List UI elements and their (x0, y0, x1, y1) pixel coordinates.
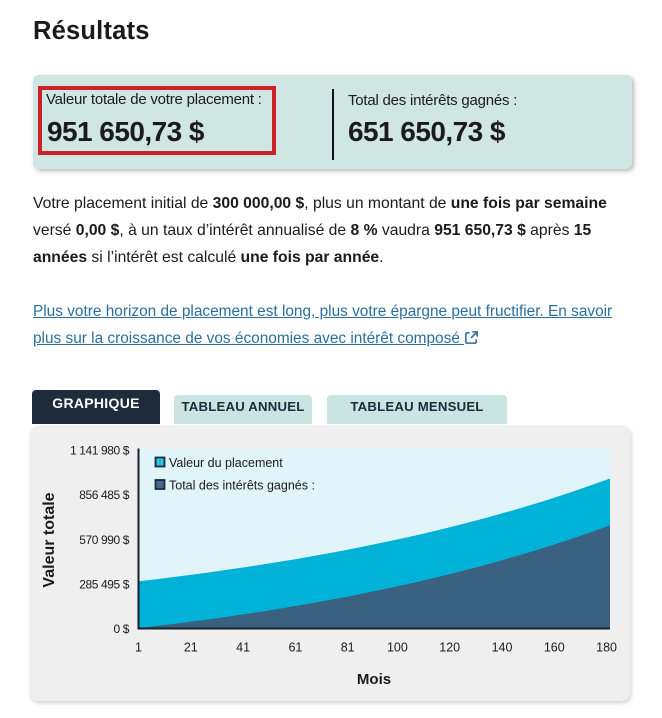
svg-text:61: 61 (288, 641, 302, 655)
svg-text:1: 1 (135, 641, 142, 655)
svg-text:Mois: Mois (357, 671, 391, 688)
svg-text:0 $: 0 $ (114, 622, 130, 636)
svg-text:81: 81 (341, 641, 355, 655)
svg-text:160: 160 (544, 641, 565, 655)
svg-text:Valeur totale: Valeur totale (41, 492, 58, 587)
svg-text:Total des intérêts gagnés :: Total des intérêts gagnés : (169, 478, 315, 492)
svg-text:100: 100 (387, 641, 408, 655)
svg-text:41: 41 (236, 641, 250, 655)
svg-text:180: 180 (596, 641, 617, 655)
svg-text:Valeur du placement: Valeur du placement (169, 456, 283, 470)
svg-text:21: 21 (184, 641, 198, 655)
svg-text:285 495 $: 285 495 $ (79, 578, 130, 592)
svg-text:856 485 $: 856 485 $ (79, 488, 130, 502)
svg-text:120: 120 (439, 641, 460, 655)
svg-text:570 990 $: 570 990 $ (79, 533, 130, 547)
svg-text:1 141 980 $: 1 141 980 $ (70, 444, 130, 458)
svg-text:140: 140 (492, 641, 513, 655)
